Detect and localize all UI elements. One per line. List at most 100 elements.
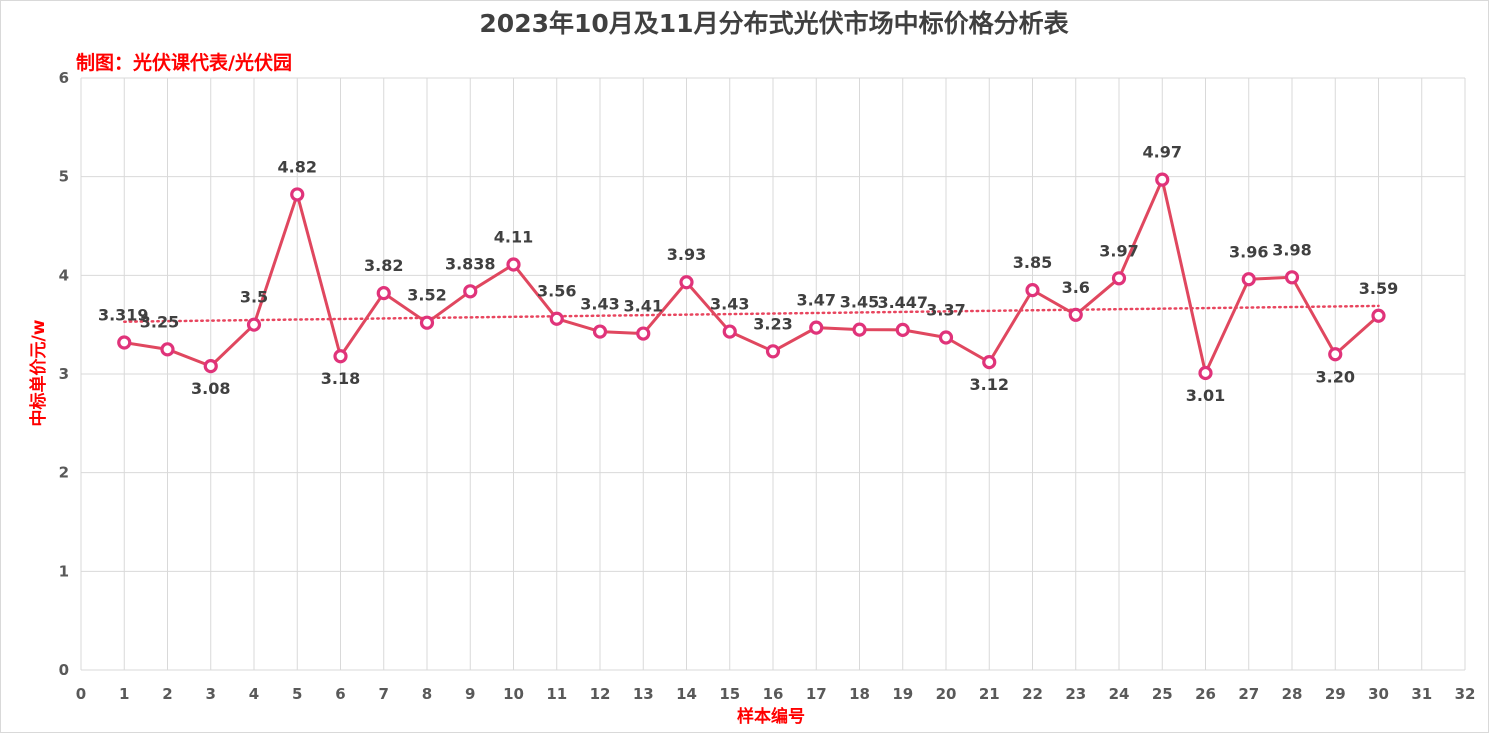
data-label: 3.59: [1359, 279, 1398, 298]
y-tick-label: 0: [59, 661, 69, 679]
x-tick-label: 2: [162, 685, 172, 703]
y-tick-label: 1: [59, 562, 69, 580]
series-layer: [117, 172, 1386, 381]
x-tick-label: 12: [590, 685, 611, 703]
data-point: [938, 330, 954, 345]
data-label: 3.98: [1272, 240, 1311, 259]
data-label: 3.85: [1013, 253, 1052, 272]
x-tick-label: 4: [249, 685, 259, 703]
x-tick-label: 25: [1152, 685, 1173, 703]
x-tick-label: 3: [206, 685, 216, 703]
data-label: 3.01: [1186, 386, 1225, 405]
gridlines: [80, 77, 1466, 671]
x-axis-title: 样本编号: [737, 706, 805, 727]
data-label: 3.12: [970, 375, 1009, 394]
data-label: 3.41: [624, 297, 663, 316]
trendline: [123, 304, 1380, 323]
data-label: 3.47: [797, 291, 836, 310]
x-tick-label: 0: [76, 685, 86, 703]
x-tick-label: 13: [633, 685, 654, 703]
y-tick-label: 5: [59, 168, 69, 186]
x-tick-label: 5: [292, 685, 302, 703]
x-tick-label: 26: [1195, 685, 1216, 703]
x-tick-label: 16: [763, 685, 784, 703]
data-point: [246, 317, 262, 332]
x-tick-label: 31: [1411, 685, 1432, 703]
data-point: [592, 324, 608, 339]
data-label: 3.08: [191, 379, 230, 398]
data-label: 3.18: [321, 369, 360, 388]
data-point: [333, 349, 348, 364]
x-tick-label: 10: [503, 685, 524, 703]
data-point: [1198, 365, 1213, 381]
x-tick-label: 14: [676, 685, 697, 703]
x-tick-label: 11: [546, 685, 567, 703]
x-tick-label: 27: [1238, 685, 1259, 703]
x-tick-label: 19: [892, 685, 913, 703]
x-tick-label: 15: [719, 685, 740, 703]
x-tick-label: 9: [465, 685, 475, 703]
credit-label: 制图：光伏课代表/光伏园: [76, 51, 292, 74]
y-axis-title: 中标单价元/w: [28, 319, 49, 426]
data-point: [1111, 271, 1127, 286]
data-label: 3.82: [364, 256, 403, 275]
y-tick-label: 2: [59, 464, 69, 482]
data-label: 3.56: [537, 282, 576, 301]
data-label: 3.43: [580, 295, 619, 314]
data-label: 4.97: [1143, 143, 1182, 162]
data-point: [1328, 347, 1343, 362]
data-point: [765, 344, 781, 359]
x-tick-label: 7: [379, 685, 389, 703]
x-tick-label: 22: [1022, 685, 1043, 703]
data-point: [117, 335, 132, 350]
x-tick-label: 21: [979, 685, 1000, 703]
data-label: 3.97: [1099, 241, 1138, 260]
data-label: 3.96: [1229, 242, 1268, 261]
x-tick-label: 29: [1325, 685, 1346, 703]
data-label: 3.20: [1316, 367, 1355, 386]
y-tick-label: 3: [59, 365, 69, 383]
data-label: 4.11: [494, 227, 533, 246]
x-tick-label: 1: [119, 685, 129, 703]
data-point: [376, 285, 391, 301]
series-line: [124, 178, 1380, 375]
data-label: 3.93: [667, 245, 706, 264]
data-point: [895, 322, 910, 337]
data-point: [982, 355, 997, 370]
data-label: 3.45: [840, 293, 879, 312]
data-point: [549, 311, 564, 326]
x-axis-ticks: 0 1 2 3 4 5 6 7 8 9 10 11 12 13 14 15 16 17 18 19 20 21 22 23 24…: [76, 685, 1476, 703]
data-label: 3.319: [98, 306, 149, 325]
x-tick-label: 6: [335, 685, 345, 703]
data-point: [636, 326, 651, 341]
x-tick-label: 23: [1065, 685, 1086, 703]
x-tick-label: 32: [1455, 685, 1476, 703]
data-label: 4.82: [278, 157, 317, 176]
data-point: [679, 275, 694, 290]
data-point: [1241, 272, 1256, 287]
data-label: 3.25: [140, 312, 179, 331]
data-point: [419, 315, 435, 330]
data-label: 3.447: [877, 293, 928, 312]
data-point: [1284, 270, 1300, 285]
data-point: [722, 324, 737, 339]
data-label: 3.23: [753, 314, 792, 333]
data-label: 3.37: [926, 300, 965, 319]
data-point: [203, 359, 218, 374]
x-tick-label: 20: [936, 685, 957, 703]
data-point: [506, 257, 521, 272]
y-tick-label: 4: [59, 266, 69, 284]
data-point: [1068, 307, 1083, 322]
data-point: [852, 322, 867, 337]
data-point: [463, 284, 478, 299]
data-point: [1371, 308, 1386, 323]
data-label: 3.6: [1062, 278, 1090, 297]
chart-title: 2023年10月及11月分布式光伏市场中标价格分析表: [479, 9, 1069, 38]
trendline-layer: [123, 304, 1380, 323]
data-point: [1155, 172, 1170, 187]
x-tick-label: 18: [849, 685, 870, 703]
data-label: 3.5: [240, 288, 268, 307]
x-tick-label: 30: [1368, 685, 1389, 703]
